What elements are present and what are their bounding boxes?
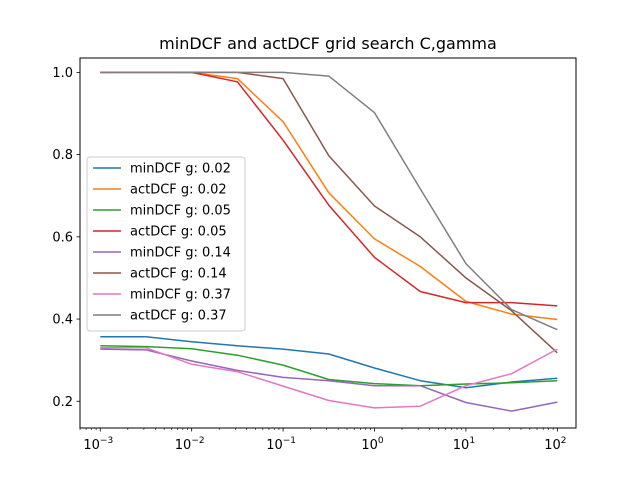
series-line-0 [100,335,558,389]
axes-frame [79,57,577,429]
x-tick-label: 10−1 [266,436,296,453]
legend-label-3: actDCF g: 0.05 [130,225,227,240]
series-line-2 [100,345,558,387]
legend-label-1: actDCF g: 0.02 [130,183,227,198]
y-axis: 0.2 0.4 0.6 0.8 1.0 [52,66,80,410]
y-tick-label: 1.0 [52,66,73,81]
chart-title: minDCF and actDCF grid search C,gamma [159,34,497,53]
series-line-4 [100,348,558,412]
legend-box [86,156,246,332]
x-tick-label: 100 [361,436,384,453]
legend-label-6: minDCF g: 0.37 [130,288,231,303]
legend: minDCF g: 0.02 actDCF g: 0.02 minDCF g: 0.… [86,156,246,332]
legend-label-5: actDCF g: 0.14 [130,267,227,282]
x-tick-label: 101 [453,436,475,453]
x-tick-label: 102 [544,436,566,453]
x-axis: 10−3 10−2 10−1 100 101 102 [79,428,566,453]
legend-label-4: minDCF g: 0.14 [130,246,231,261]
x-tick-label: 10−2 [175,436,205,453]
series-line-6 [100,347,558,409]
y-tick-label: 0.8 [52,148,73,163]
y-tick-label: 0.2 [52,395,73,410]
legend-label-7: actDCF g: 0.37 [130,309,227,324]
legend-label-2: minDCF g: 0.05 [130,204,231,219]
y-tick-label: 0.4 [52,313,73,328]
y-tick-label: 0.6 [52,230,73,245]
legend-label-0: minDCF g: 0.02 [130,162,231,177]
plot-layer [100,71,558,412]
x-tick-label: 10−3 [83,436,113,453]
series-line-7 [100,71,558,331]
